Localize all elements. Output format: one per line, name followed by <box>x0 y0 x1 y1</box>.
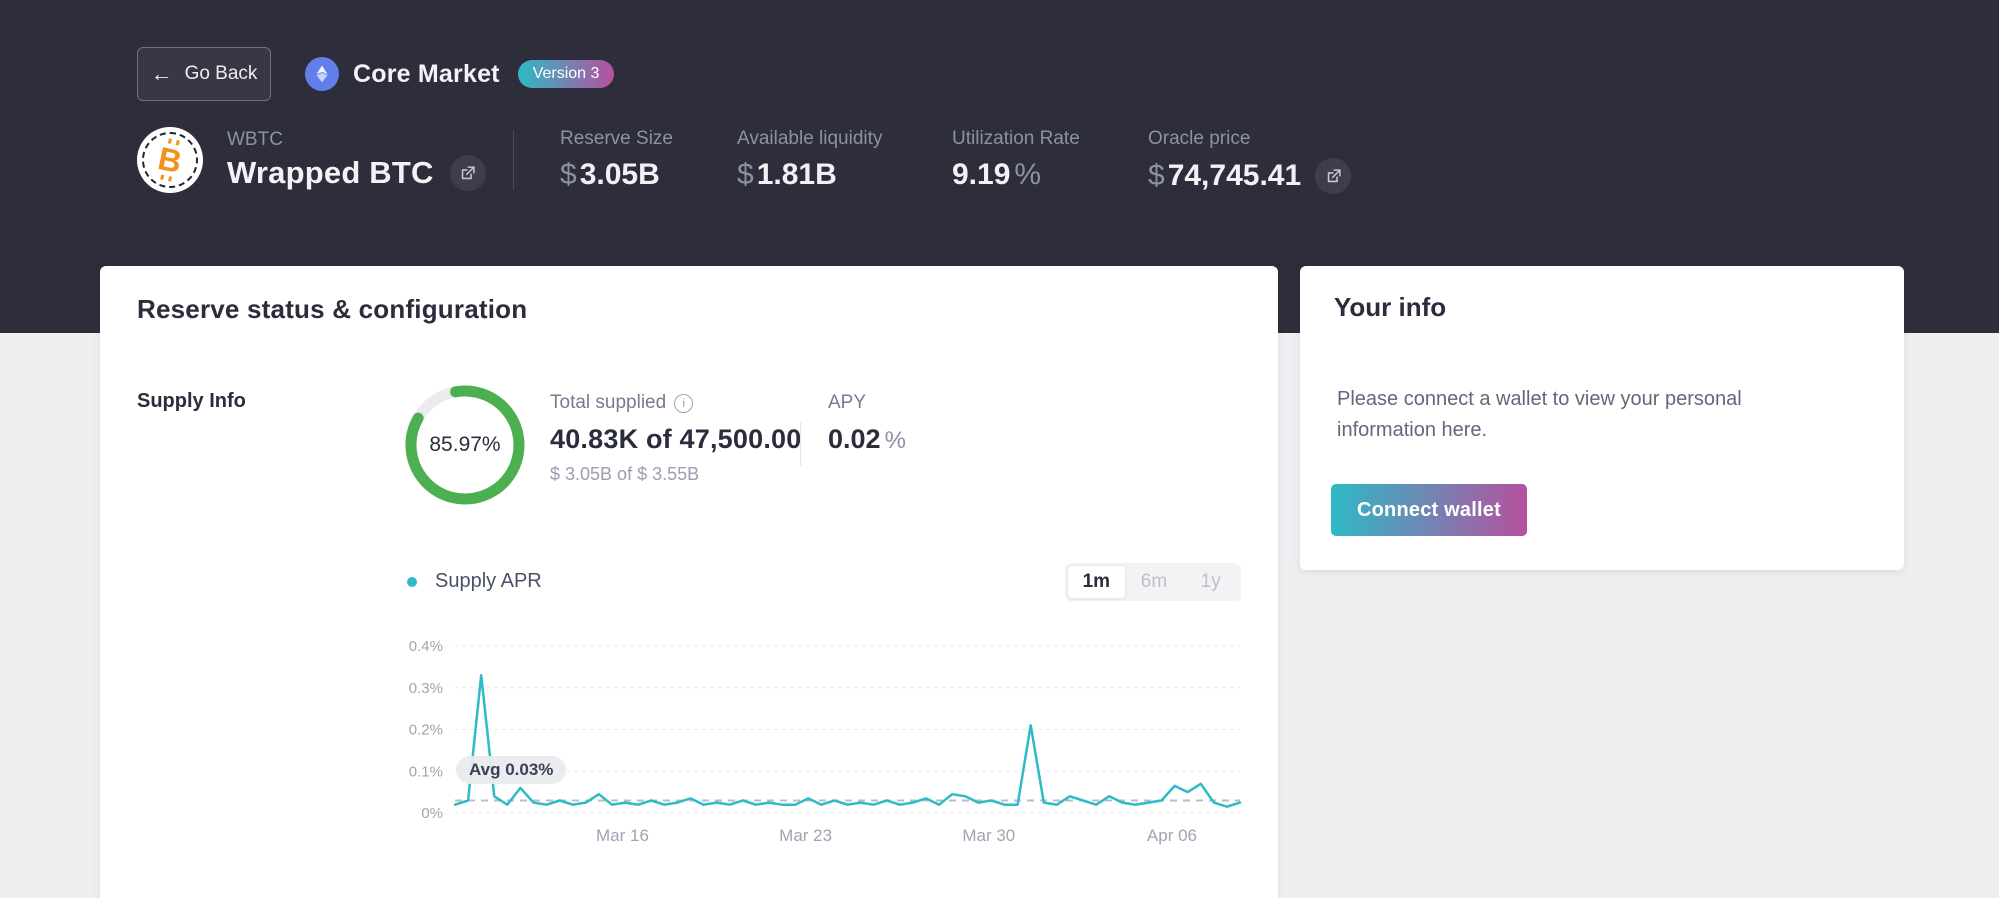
your-info-panel: Your info Please connect a wallet to vie… <box>1300 266 1904 570</box>
stat-utilization-rate: Utilization Rate 9.19 % <box>952 128 1148 194</box>
bitcoin-icon: B <box>137 127 203 193</box>
average-apr-badge: Avg 0.03% <box>456 756 567 784</box>
percent-symbol: % <box>1014 158 1042 191</box>
x-axis-tick-label: Mar 30 <box>962 826 1015 845</box>
y-axis-tick-label: 0.2% <box>409 722 443 739</box>
connect-wallet-message: Please connect a wallet to view your per… <box>1337 388 1742 441</box>
currency-symbol: $ <box>560 158 577 191</box>
market-name: Core Market <box>353 59 500 88</box>
currency-symbol: $ <box>737 158 754 191</box>
stat-label: Available liquidity <box>737 128 883 149</box>
panel-title: Reserve status & configuration <box>137 294 528 324</box>
connect-wallet-button[interactable]: Connect wallet <box>1331 484 1527 536</box>
supply-apr-line <box>453 673 1242 808</box>
external-link-icon <box>461 165 475 179</box>
reserve-status-panel: Reserve status & configuration Supply In… <box>100 266 1278 898</box>
version-badge: Version 3 <box>517 60 615 88</box>
asset-header: B WBTC Wrapped BTC <box>137 127 486 193</box>
your-info-title: Your info <box>1334 292 1447 322</box>
asset-external-link-button[interactable] <box>449 155 486 191</box>
total-supplied-label: Total supplied <box>550 392 667 413</box>
apy-label: APY <box>828 392 867 413</box>
stat-reserve-size: Reserve Size $ 3.05B <box>560 128 737 194</box>
stat-oracle-price: Oracle price $ 74,745.41 <box>1148 128 1352 194</box>
y-axis-tick-label: 0% <box>421 805 443 822</box>
wbtc-ring <box>142 132 198 188</box>
stat-value: 1.81B <box>756 158 837 191</box>
currency-symbol: $ <box>1148 159 1165 192</box>
supply-utilization-gauge: 85.97% <box>403 383 527 507</box>
y-axis-tick-label: 0.3% <box>409 680 443 697</box>
total-supplied-value: 40.83K of 47,500.00 <box>550 424 802 454</box>
apy-value: 0.02 <box>828 424 881 454</box>
y-axis-tick-label: 0.1% <box>409 763 443 780</box>
ethereum-icon <box>305 57 339 91</box>
range-button-1m[interactable]: 1m <box>1067 565 1126 599</box>
back-arrow-icon: ← <box>150 61 173 86</box>
reserve-stats: Reserve Size $ 3.05B Available liquidity… <box>560 128 1352 194</box>
stat-value: 74,745.41 <box>1167 159 1302 192</box>
info-tooltip-icon[interactable]: i <box>674 393 694 413</box>
y-axis-tick-label: 0.4% <box>409 638 443 655</box>
x-axis-tick-label: Apr 06 <box>1147 826 1197 845</box>
x-axis-tick-label: Mar 23 <box>779 826 832 845</box>
oracle-external-link-button[interactable] <box>1315 158 1352 194</box>
total-supplied-block: Total supplied i 40.83K of 47,500.00 $ 3… <box>550 392 801 485</box>
go-back-label: Go Back <box>184 63 258 84</box>
svg-text:B: B <box>155 140 185 180</box>
supply-apr-dot-icon <box>407 576 417 587</box>
stat-value: 9.19 <box>952 158 1011 191</box>
stat-label: Reserve Size <box>560 128 673 149</box>
supply-apr-chart[interactable]: 0% 0.1% 0.2% 0.3% 0.4% Mar 16 Mar 23 Mar 30 Apr … <box>100 616 1278 846</box>
external-link-icon <box>1327 168 1341 182</box>
total-supplied-usd: $ 3.05B of $ 3.55B <box>550 464 700 484</box>
asset-name: Wrapped BTC <box>227 155 434 190</box>
stat-available-liquidity: Available liquidity $ 1.81B <box>737 128 952 194</box>
stat-label: Utilization Rate <box>952 128 1080 149</box>
supply-info-label: Supply Info <box>137 390 246 412</box>
legend-label: Supply APR <box>435 570 542 592</box>
market-header: Core Market Version 3 <box>305 47 615 101</box>
apy-block: APY 0.02% <box>828 392 906 455</box>
stat-label: Oracle price <box>1148 128 1251 149</box>
asset-symbol: WBTC <box>227 129 283 150</box>
range-button-1y[interactable]: 1y <box>1182 565 1239 599</box>
divider <box>800 422 801 466</box>
gauge-percent-label: 85.97% <box>429 433 501 456</box>
range-button-6m[interactable]: 6m <box>1126 565 1183 599</box>
go-back-button[interactable]: ← Go Back <box>137 47 271 101</box>
stat-value: 3.05B <box>579 158 660 191</box>
percent-symbol: % <box>884 427 906 454</box>
chart-legend: Supply APR <box>407 570 542 593</box>
x-axis-tick-label: Mar 16 <box>596 826 649 845</box>
time-range-toggle: 1m 6m 1y <box>1065 563 1241 601</box>
header-divider <box>513 130 514 190</box>
